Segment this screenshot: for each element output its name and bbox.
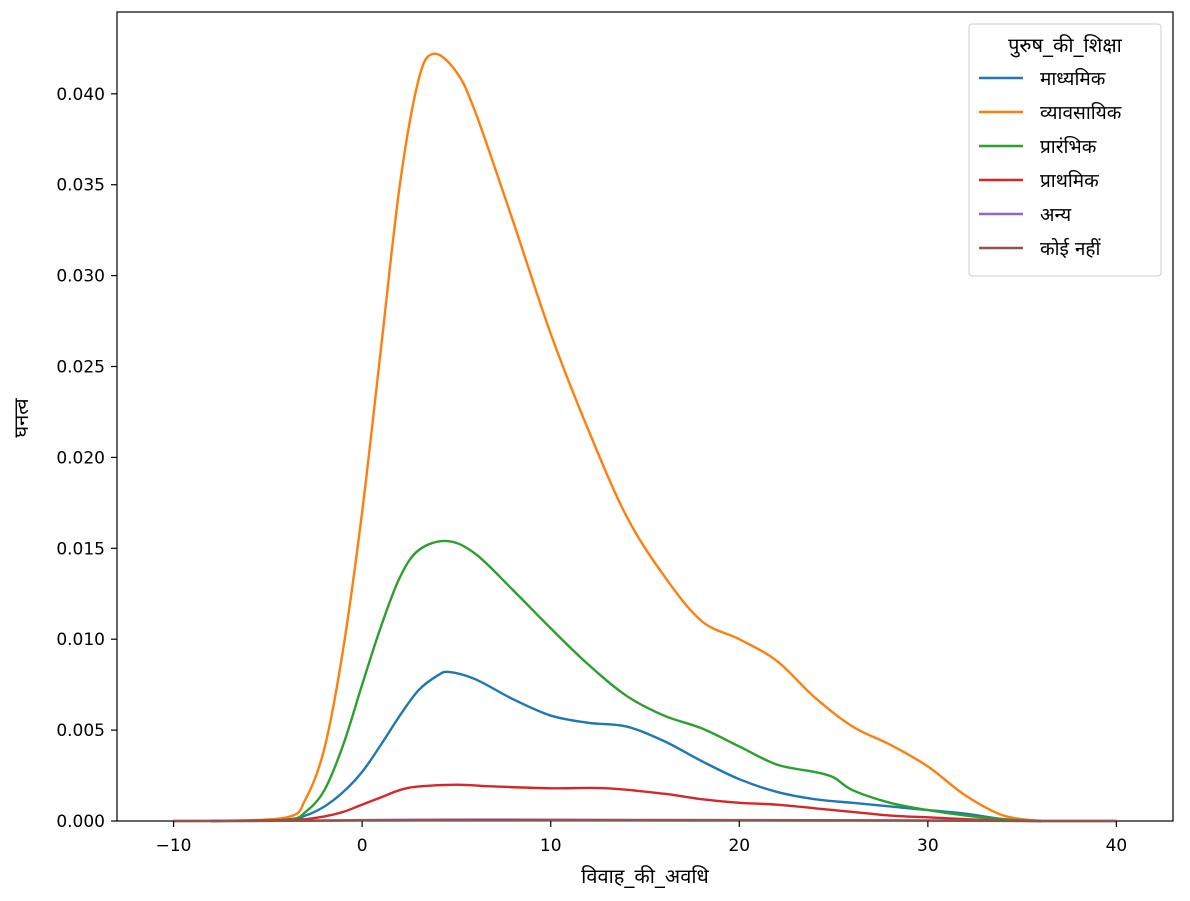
y-tick-label: 0.010 <box>56 630 105 650</box>
x-tick-label: 0 <box>357 836 368 856</box>
legend-title: पुरुष_की_शिक्षा <box>1008 33 1123 58</box>
x-tick-label: −10 <box>156 836 192 856</box>
x-tick-label: 10 <box>540 836 562 856</box>
y-tick-label: 0.025 <box>56 358 105 378</box>
legend-label-1: व्यावसायिक <box>1040 101 1122 124</box>
series-line-5 <box>172 819 1118 823</box>
x-axis-ticks: −10 0 10 20 30 40 <box>156 821 1128 856</box>
legend-label-2: प्रारंभिक <box>1040 135 1097 158</box>
y-axis-label: घनत्व <box>9 397 33 437</box>
series-line-3 <box>210 783 1043 823</box>
series-line-0 <box>210 670 1043 823</box>
series-line-2 <box>210 539 1043 823</box>
x-axis-label: विवाह_की_अवधि <box>581 864 709 888</box>
y-tick-label: 0.040 <box>56 85 105 105</box>
y-axis-ticks: 0.000 0.005 0.010 0.015 0.020 0.025 0.030 0.035… <box>56 85 117 832</box>
legend-label-4: अन्य <box>1040 204 1072 226</box>
y-tick-label: 0.015 <box>56 539 105 559</box>
legend-label-5: कोई नहीं <box>1040 237 1102 260</box>
y-tick-label: 0.030 <box>56 267 105 287</box>
legend-label-0: माध्यमिक <box>1040 67 1106 90</box>
legend: पुरुष_की_शिक्षा माध्यमिक व्यावसायिक प्रारं… <box>968 23 1162 277</box>
y-tick-label: 0.005 <box>56 721 105 741</box>
y-tick-label: 0.020 <box>56 448 105 468</box>
y-tick-label: 0.000 <box>56 812 105 832</box>
legend-label-3: प्राथमिक <box>1040 169 1099 192</box>
x-tick-label: 30 <box>917 836 939 856</box>
x-tick-label: 40 <box>1106 836 1128 856</box>
series-layer <box>172 52 1118 823</box>
legend-entries: माध्यमिक व्यावसायिक प्रारंभिक प्राथमिक अन्य क… <box>979 67 1122 260</box>
y-tick-label: 0.035 <box>56 176 105 196</box>
x-tick-label: 20 <box>728 836 750 856</box>
series-line-1 <box>210 52 1043 823</box>
